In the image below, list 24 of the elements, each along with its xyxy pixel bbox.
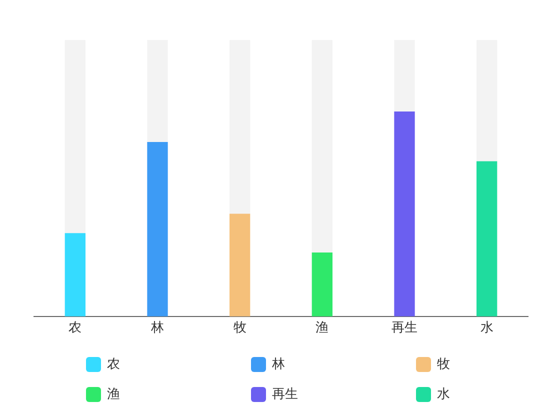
bar xyxy=(394,112,415,316)
x-tick-label: 牧 xyxy=(233,320,246,336)
bar xyxy=(64,233,86,316)
x-tick-label: 再生 xyxy=(392,320,418,336)
bar xyxy=(312,252,332,316)
bar xyxy=(147,40,168,143)
bar xyxy=(312,40,332,254)
legend-label: 农 xyxy=(107,356,120,373)
bar xyxy=(476,161,498,316)
x-tick-label: 水 xyxy=(480,320,494,336)
legend-label: 林 xyxy=(272,356,285,373)
bar xyxy=(147,142,168,316)
bar xyxy=(394,40,415,112)
legend-label: 牧 xyxy=(437,356,450,373)
legend-label: 渔 xyxy=(107,386,120,403)
bar xyxy=(230,214,250,316)
bar xyxy=(476,40,498,162)
x-tick-label: 渔 xyxy=(316,320,329,336)
x-tick-label: 农 xyxy=(68,320,82,336)
bar xyxy=(64,40,86,234)
legend-label: 再生 xyxy=(272,386,298,403)
x-tick-label: 林 xyxy=(150,320,164,336)
bar xyxy=(230,40,250,214)
legend-label: 水 xyxy=(437,386,450,403)
